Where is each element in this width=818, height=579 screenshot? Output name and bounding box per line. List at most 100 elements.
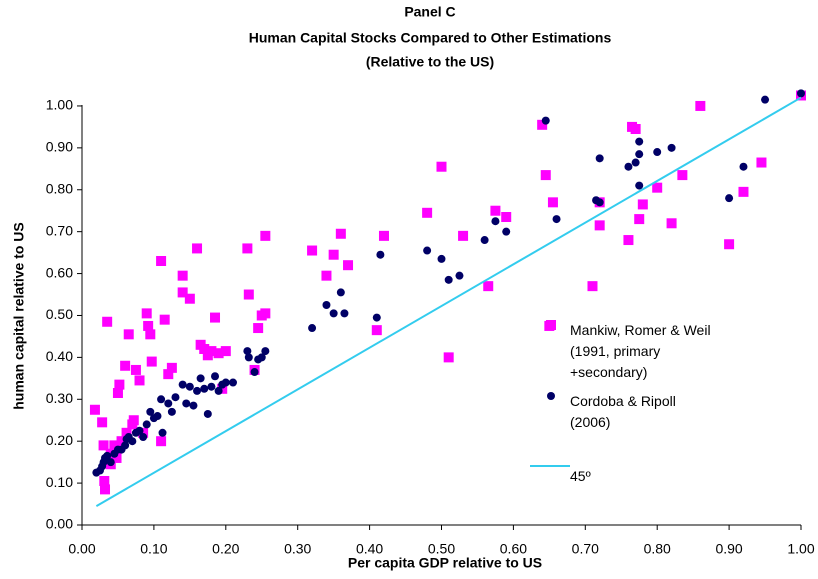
marker-square xyxy=(123,329,134,340)
y-tick-label: 0.20 xyxy=(46,432,73,448)
chart-title: Human Capital Stocks Compared to Other E… xyxy=(249,30,612,46)
x-tick-label: 0.40 xyxy=(356,541,383,557)
marker-circle xyxy=(167,407,176,416)
marker-square xyxy=(99,476,110,486)
marker-square xyxy=(120,360,131,371)
marker-circle xyxy=(340,309,349,318)
marker-circle xyxy=(635,137,644,146)
marker-circle xyxy=(257,353,266,362)
marker-circle xyxy=(185,382,194,391)
y-tick-label: 0.90 xyxy=(46,139,73,155)
y-tick-label: 0.10 xyxy=(46,474,73,490)
marker-square xyxy=(184,293,195,304)
marker-square xyxy=(166,362,177,373)
marker-circle xyxy=(121,441,130,450)
legend-label: Cordoba & Ripoll (2006) xyxy=(570,393,676,430)
marker-circle xyxy=(667,143,676,152)
marker-square xyxy=(242,243,253,254)
marker-square xyxy=(540,170,551,181)
marker-square xyxy=(483,281,494,292)
marker-circle xyxy=(455,271,464,280)
marker-square xyxy=(220,346,231,357)
marker-square xyxy=(436,161,447,172)
x-tick-label: 0.60 xyxy=(500,541,527,557)
marker-square xyxy=(97,417,108,428)
marker-circle xyxy=(158,428,167,437)
legend-marker xyxy=(547,392,555,400)
marker-square xyxy=(328,249,339,260)
marker-circle xyxy=(157,395,166,404)
marker-circle xyxy=(631,158,640,167)
marker-square xyxy=(141,308,152,319)
marker-circle xyxy=(552,215,561,224)
marker-square xyxy=(594,220,605,231)
marker-square xyxy=(243,289,254,300)
marker-square xyxy=(587,281,598,292)
y-tick-label: 0.70 xyxy=(46,222,73,238)
y-tick-label: 0.50 xyxy=(46,306,73,322)
chart-subtitle: (Relative to the US) xyxy=(366,54,494,70)
marker-square xyxy=(177,287,188,298)
y-tick-label: 0.30 xyxy=(46,390,73,406)
marker-square xyxy=(156,436,167,447)
legend-label: Mankiw, Romer & Weil (1991, primary +sec… xyxy=(570,322,711,380)
marker-square xyxy=(206,346,217,357)
marker-square xyxy=(260,230,271,241)
legend-entry: 45º xyxy=(570,468,591,484)
marker-square xyxy=(321,270,332,281)
marker-circle xyxy=(182,399,191,408)
marker-circle xyxy=(423,246,432,255)
marker-square xyxy=(666,218,677,229)
marker-circle xyxy=(761,95,770,104)
marker-square xyxy=(100,484,111,495)
marker-square xyxy=(156,256,167,266)
y-tick-label: 1.00 xyxy=(46,97,73,113)
x-tick-label: 0.70 xyxy=(572,541,599,557)
x-tick-label: 0.00 xyxy=(68,541,95,557)
marker-square xyxy=(443,352,454,363)
y-tick-label: 0.40 xyxy=(46,348,73,364)
marker-square xyxy=(335,228,346,239)
legend-entry: Mankiw, Romer & Weil (1991, primary +sec… xyxy=(570,322,711,380)
marker-circle xyxy=(480,236,489,245)
marker-circle xyxy=(211,372,220,381)
x-axis-label: Per capita GDP relative to US xyxy=(348,555,542,571)
marker-square xyxy=(128,415,139,426)
marker-circle xyxy=(502,227,511,236)
marker-square xyxy=(623,235,634,246)
marker-square xyxy=(114,379,125,390)
marker-circle xyxy=(164,399,173,408)
marker-square xyxy=(192,243,203,254)
marker-square xyxy=(217,383,228,394)
marker-square xyxy=(102,316,113,327)
marker-square xyxy=(630,124,641,134)
marker-circle xyxy=(171,393,180,402)
marker-square xyxy=(130,364,141,375)
marker-circle xyxy=(595,154,604,163)
marker-square xyxy=(695,100,706,111)
marker-square xyxy=(210,312,221,323)
x-tick-label: 0.50 xyxy=(428,541,455,557)
marker-square xyxy=(724,239,735,250)
marker-circle xyxy=(106,458,115,467)
marker-square xyxy=(677,170,688,181)
marker-circle xyxy=(228,378,237,387)
marker-circle xyxy=(635,181,644,190)
marker-circle xyxy=(103,451,112,460)
marker-square xyxy=(738,186,749,197)
marker-circle xyxy=(128,437,137,446)
marker-circle xyxy=(196,374,205,383)
x-tick-label: 0.20 xyxy=(212,541,239,557)
y-tick-label: 0.00 xyxy=(46,516,73,532)
marker-circle xyxy=(653,148,662,157)
marker-circle xyxy=(135,426,144,435)
marker-circle xyxy=(372,313,381,322)
legend-entry: Cordoba & Ripoll (2006) xyxy=(570,393,676,430)
marker-square xyxy=(537,119,548,130)
marker-circle xyxy=(139,433,148,441)
marker-square xyxy=(213,348,224,359)
marker-circle xyxy=(739,162,748,171)
reference-line xyxy=(95,96,802,508)
marker-circle xyxy=(308,324,317,333)
